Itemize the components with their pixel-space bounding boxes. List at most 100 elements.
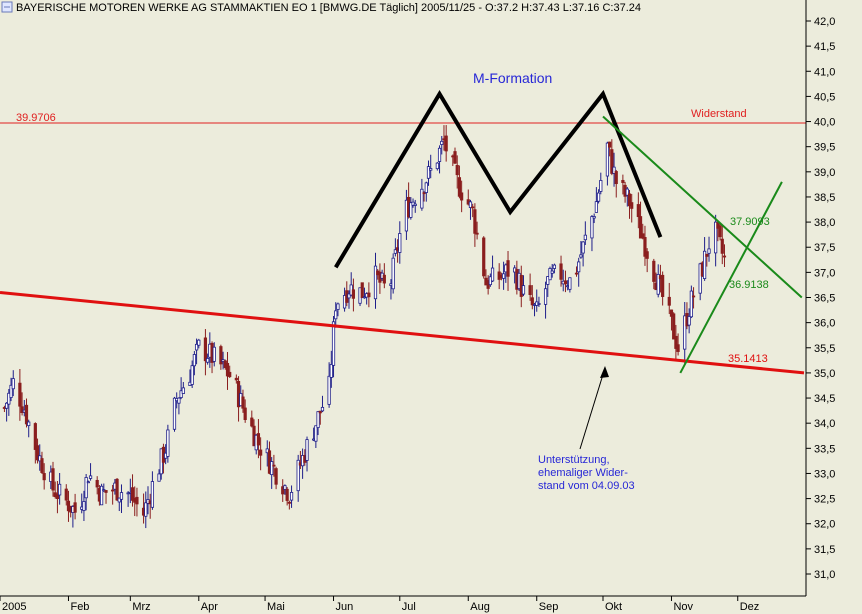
price-bar — [336, 302, 340, 317]
x-tick-label: Mrz — [132, 601, 150, 613]
x-tick-label: Jul — [402, 601, 416, 613]
price-bar — [111, 484, 115, 505]
support-note-line-3: stand vom 04.09.03 — [538, 480, 635, 492]
price-bar — [440, 135, 444, 155]
price-bar — [320, 395, 325, 413]
chart-title: BAYERISCHE MOTOREN WERKE AG STAMMAKTIEN … — [16, 2, 641, 14]
price-bar — [281, 479, 285, 502]
price-bar — [117, 497, 121, 512]
price-bar — [172, 396, 177, 432]
price-bar — [577, 257, 581, 287]
price-bar — [314, 425, 318, 448]
price-bar — [636, 192, 640, 229]
price-bar — [287, 500, 291, 510]
price-bar — [546, 276, 550, 297]
price-bar — [672, 312, 676, 340]
price-bar — [502, 261, 506, 290]
price-bar — [422, 191, 426, 202]
price-bar — [610, 139, 614, 176]
price-bar — [86, 480, 90, 484]
price-bar — [272, 454, 276, 477]
price-bar — [157, 469, 161, 482]
overlays — [0, 89, 806, 375]
price-bar — [552, 263, 557, 274]
price-bar — [55, 480, 60, 514]
price-bar — [420, 178, 424, 211]
support-note: Unterstützung, ehemaliger Wider- stand v… — [538, 454, 635, 492]
y-tick-label: 35,0 — [814, 368, 835, 380]
price-bar — [382, 263, 386, 289]
price-bar — [100, 483, 104, 506]
price-bar — [426, 160, 431, 186]
resistance-value-label: 39.9706 — [16, 112, 56, 124]
price-bar — [24, 398, 29, 428]
price-bar — [429, 154, 433, 179]
price-bar — [274, 466, 278, 490]
support-arrow-shaft — [579, 367, 606, 450]
price-bar — [166, 424, 170, 463]
price-bar — [596, 189, 601, 204]
price-bar — [11, 370, 15, 397]
price-bar — [612, 152, 616, 187]
price-bar — [296, 454, 300, 502]
price-bar — [594, 187, 598, 213]
price-bar — [703, 237, 707, 281]
price-bar — [7, 388, 11, 416]
y-tick-label: 33,0 — [814, 468, 835, 480]
price-bar — [707, 236, 711, 262]
y-tick-label: 38,5 — [814, 192, 835, 204]
price-bar — [645, 248, 649, 273]
price-bar — [82, 490, 86, 522]
price-bar — [250, 410, 254, 428]
price-bar — [548, 266, 552, 281]
price-bar — [192, 351, 196, 376]
price-bar — [305, 436, 309, 472]
x-tick-label: Dez — [740, 601, 760, 613]
price-bar — [135, 487, 139, 517]
price-bar — [20, 392, 24, 416]
price-bar — [289, 485, 294, 508]
price-bar — [550, 263, 554, 278]
price-bar — [638, 201, 643, 239]
price-bar — [144, 491, 148, 529]
price-bar — [521, 275, 526, 297]
green-trendline — [602, 115, 803, 299]
price-bar — [574, 266, 579, 277]
price-bar — [625, 186, 629, 207]
price-bar — [687, 308, 691, 334]
price-bar — [473, 203, 477, 247]
y-tick-label: 31,5 — [814, 544, 835, 556]
price-bar — [605, 141, 610, 186]
y-tick-label: 36,0 — [814, 318, 835, 330]
y-tick-label: 34,5 — [814, 393, 835, 405]
y-tick-label: 32,0 — [814, 519, 835, 531]
price-bar — [714, 214, 718, 267]
price-bar — [563, 270, 568, 293]
price-bar — [590, 214, 594, 252]
price-bar — [9, 377, 13, 402]
x-tick-label: Jun — [336, 601, 354, 613]
price-bar — [482, 236, 486, 279]
y-tick-label: 34,0 — [814, 418, 835, 430]
price-bar — [457, 165, 462, 199]
price-bar — [583, 221, 587, 245]
price-bar — [528, 273, 532, 301]
price-bar — [206, 353, 210, 365]
price-bar — [119, 484, 124, 513]
price-bar — [537, 296, 541, 307]
price-bar — [179, 377, 183, 400]
price-bar — [329, 350, 333, 388]
x-tick-label: Feb — [70, 601, 89, 613]
price-bar — [652, 258, 656, 290]
price-bar — [559, 255, 563, 287]
support-arrow — [579, 366, 609, 450]
price-bar — [177, 397, 181, 415]
price-bar — [718, 223, 722, 241]
price-bar — [579, 241, 583, 259]
price-bar — [683, 302, 687, 364]
x-tick-label: 2005 — [2, 601, 26, 613]
price-bar — [543, 281, 548, 319]
title-group: BAYERISCHE MOTOREN WERKE AG STAMMAKTIEN … — [1, 1, 641, 14]
price-bar — [367, 282, 371, 308]
